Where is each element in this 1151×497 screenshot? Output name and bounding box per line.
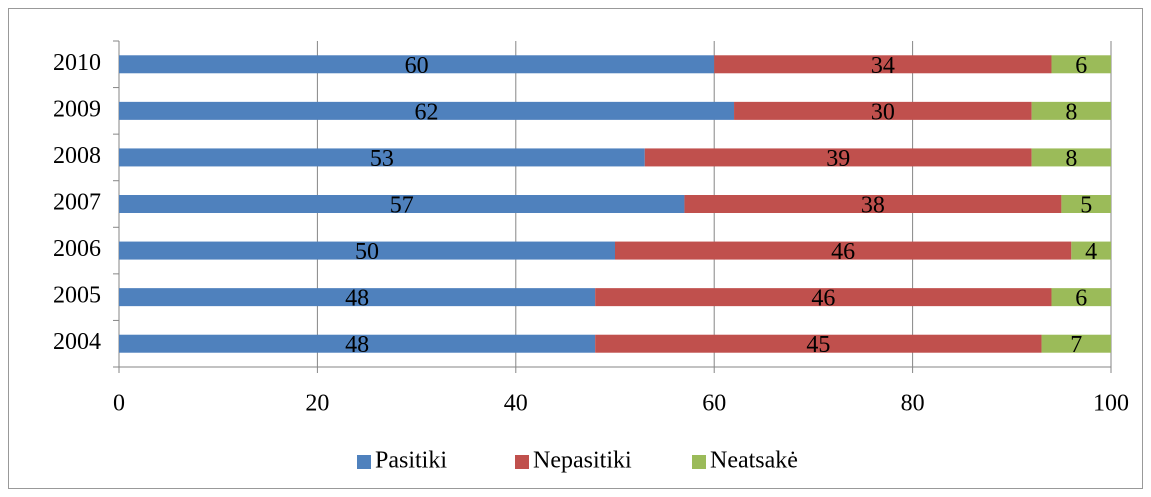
bar-segment <box>119 55 715 74</box>
x-tick-label: 100 <box>1093 391 1129 417</box>
data-label: 38 <box>861 193 885 219</box>
data-label: 45 <box>806 332 830 358</box>
x-tick-label: 60 <box>702 391 726 417</box>
bar-segment <box>615 241 1072 260</box>
y-tick-label: 2007 <box>53 190 101 216</box>
data-label: 6 <box>1075 286 1087 312</box>
bar-segment <box>119 241 615 260</box>
bar-segment <box>1051 55 1111 74</box>
data-label: 5 <box>1080 193 1092 219</box>
bar-segment <box>119 334 596 353</box>
data-label: 8 <box>1065 146 1077 172</box>
y-tick-label: 2008 <box>53 143 101 169</box>
data-label: 60 <box>405 53 429 79</box>
legend-swatch <box>515 455 529 469</box>
data-label: 39 <box>826 146 850 172</box>
data-label: 48 <box>345 286 369 312</box>
x-tick-label: 0 <box>113 391 125 417</box>
y-tick-label: 2006 <box>53 236 101 262</box>
bar-segment <box>1041 334 1111 353</box>
data-label: 34 <box>871 53 895 79</box>
data-label: 48 <box>345 332 369 358</box>
bar-segment <box>644 148 1032 167</box>
data-label: 30 <box>871 99 895 125</box>
legend-label: Nepasitiki <box>533 448 632 474</box>
data-label: 57 <box>390 193 414 219</box>
data-label: 8 <box>1065 99 1077 125</box>
bar-segment <box>1031 101 1111 120</box>
legend-swatch <box>692 455 706 469</box>
bar-segment <box>684 195 1062 213</box>
bar-segment <box>119 148 645 167</box>
bar-segment <box>595 334 1042 353</box>
data-label: 6 <box>1075 53 1087 79</box>
bar-segment <box>119 288 596 307</box>
data-label: 46 <box>831 239 855 265</box>
y-tick-label: 2009 <box>53 96 101 122</box>
legend-swatch <box>357 455 371 469</box>
y-tick-label: 2010 <box>53 50 101 76</box>
bar-segment <box>1061 195 1111 213</box>
x-tick-label: 20 <box>305 391 329 417</box>
bar-segment <box>714 55 1052 74</box>
data-label: 62 <box>415 99 439 125</box>
legend-label: Pasitiki <box>375 448 447 474</box>
bar-segment <box>1031 148 1111 167</box>
legend-label: Neatsakė <box>710 448 798 474</box>
data-label: 50 <box>355 239 379 265</box>
bar-segment <box>1051 288 1111 307</box>
data-label: 46 <box>811 286 835 312</box>
data-label: 7 <box>1070 332 1082 358</box>
x-tick-label: 80 <box>901 391 925 417</box>
x-tick-label: 40 <box>504 391 528 417</box>
data-label: 4 <box>1085 239 1097 265</box>
y-tick-label: 2005 <box>53 283 101 309</box>
y-tick-label: 2004 <box>53 329 101 355</box>
data-label: 53 <box>370 146 394 172</box>
bar-segment <box>119 101 735 120</box>
bar-segment <box>119 195 685 213</box>
bar-segment <box>1071 241 1111 260</box>
bar-segment <box>595 288 1052 307</box>
bar-segment <box>734 101 1032 120</box>
